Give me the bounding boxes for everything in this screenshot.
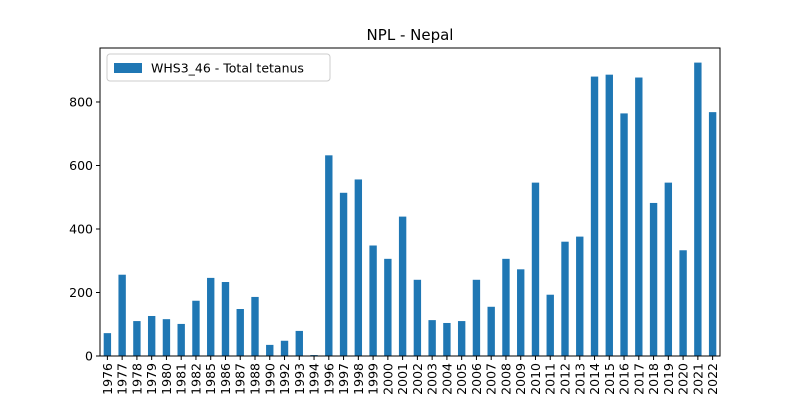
bar-1988 xyxy=(251,296,259,356)
bar-1982 xyxy=(192,300,200,356)
bar-2001 xyxy=(398,216,407,356)
x-tick-label: 1979 xyxy=(144,363,159,395)
x-tick-label: 2012 xyxy=(558,363,573,395)
x-tick-label: 1986 xyxy=(218,363,233,395)
bar-2022 xyxy=(708,112,717,357)
chart-title: NPL - Nepal xyxy=(367,26,454,44)
bar-2015 xyxy=(605,74,613,356)
x-tick-label: 2015 xyxy=(602,363,617,395)
bar-1977 xyxy=(118,274,126,356)
bar-1996 xyxy=(325,155,333,356)
bar-2021 xyxy=(694,62,702,356)
bar-1997 xyxy=(339,192,348,356)
bar-2009 xyxy=(517,269,525,356)
bar-1998 xyxy=(354,179,363,356)
x-tick-label: 2020 xyxy=(676,363,691,395)
y-tick-label: 0 xyxy=(85,349,93,364)
bar-2016 xyxy=(620,113,628,356)
bar-1990 xyxy=(266,344,274,356)
x-tick-label: 2004 xyxy=(439,363,454,395)
x-tick-label: 1976 xyxy=(100,363,115,395)
bar-2012 xyxy=(561,241,569,356)
bar-2002 xyxy=(413,279,422,356)
x-axis-ticks: 1976 1977 1978 1979 1980 1981 1982 1985 1986 1987… xyxy=(100,356,720,395)
y-tick-label: 200 xyxy=(69,285,93,300)
x-tick-label: 1982 xyxy=(188,363,203,395)
bar-2006 xyxy=(472,279,481,356)
x-tick-label: 1999 xyxy=(366,363,381,395)
bar-2007 xyxy=(487,306,495,356)
x-tick-label: 1987 xyxy=(233,363,248,395)
bar-1981 xyxy=(177,323,185,356)
x-tick-label: 1998 xyxy=(351,363,366,395)
x-tick-label: 1993 xyxy=(292,363,307,395)
plot-frame xyxy=(99,47,721,357)
x-tick-label: 2003 xyxy=(425,363,440,395)
x-tick-label: 2013 xyxy=(572,363,587,395)
x-tick-label: 2008 xyxy=(498,363,513,395)
x-tick-label: 1997 xyxy=(336,363,351,395)
x-tick-label: 1990 xyxy=(262,363,277,395)
bar-1993 xyxy=(295,330,303,356)
bar-2011 xyxy=(546,294,554,356)
bar-2000 xyxy=(384,258,392,356)
x-tick-label: 1985 xyxy=(203,363,218,395)
x-tick-label: 2005 xyxy=(454,363,469,395)
bar-1987 xyxy=(236,309,244,356)
bar-1992 xyxy=(280,340,289,356)
legend-swatch xyxy=(114,63,142,73)
x-tick-label: 1977 xyxy=(115,363,130,395)
x-tick-label: 1994 xyxy=(307,363,322,395)
bar-1985 xyxy=(207,277,215,356)
x-tick-label: 1988 xyxy=(248,363,263,395)
y-tick-label: 600 xyxy=(69,158,93,173)
x-tick-label: 2019 xyxy=(661,363,676,395)
bar-1980 xyxy=(162,319,171,356)
x-tick-label: 2009 xyxy=(513,363,528,395)
bar-2008 xyxy=(502,258,510,356)
x-tick-label: 1992 xyxy=(277,363,292,395)
x-tick-label: 2016 xyxy=(617,363,632,395)
bar-2014 xyxy=(590,76,599,356)
bar-2019 xyxy=(664,182,673,356)
x-tick-label: 2007 xyxy=(484,363,499,395)
bar-1986 xyxy=(221,282,230,356)
bar-1976 xyxy=(103,333,112,356)
bar-2020 xyxy=(679,250,687,356)
x-tick-label: 2006 xyxy=(469,363,484,395)
x-tick-label: 2017 xyxy=(631,363,646,395)
x-tick-label: 2014 xyxy=(587,363,602,395)
bar-2017 xyxy=(635,77,643,356)
bar-2004 xyxy=(443,322,451,356)
y-axis-ticks: 0 200 400 600 800 xyxy=(69,94,100,364)
x-tick-label: 2001 xyxy=(395,363,410,395)
y-tick-label: 800 xyxy=(69,94,93,109)
legend-box xyxy=(106,53,331,82)
x-tick-label: 2018 xyxy=(646,363,661,395)
x-tick-label: 2010 xyxy=(528,363,543,395)
bars-layer xyxy=(103,62,717,357)
x-tick-label: 2011 xyxy=(543,363,558,395)
x-tick-label: 2002 xyxy=(410,363,425,395)
x-tick-label: 1978 xyxy=(129,363,144,395)
bar-1978 xyxy=(133,321,141,356)
x-tick-label: 1980 xyxy=(159,363,174,395)
bar-2018 xyxy=(649,202,658,356)
x-tick-label: 2021 xyxy=(690,363,705,395)
bar-2013 xyxy=(576,236,584,356)
legend-label: WHS3_46 - Total tetanus xyxy=(151,61,304,76)
x-tick-label: 2022 xyxy=(705,363,720,395)
y-tick-label: 400 xyxy=(69,221,93,236)
bar-2005 xyxy=(457,321,466,356)
bar-2010 xyxy=(531,182,540,356)
bar-1999 xyxy=(369,245,377,356)
legend: WHS3_46 - Total tetanus xyxy=(106,53,331,82)
x-tick-label: 1996 xyxy=(321,363,336,395)
x-tick-label: 1981 xyxy=(174,363,189,395)
x-tick-label: 2000 xyxy=(380,363,395,395)
bar-1979 xyxy=(147,315,156,356)
bar-2003 xyxy=(428,320,436,356)
